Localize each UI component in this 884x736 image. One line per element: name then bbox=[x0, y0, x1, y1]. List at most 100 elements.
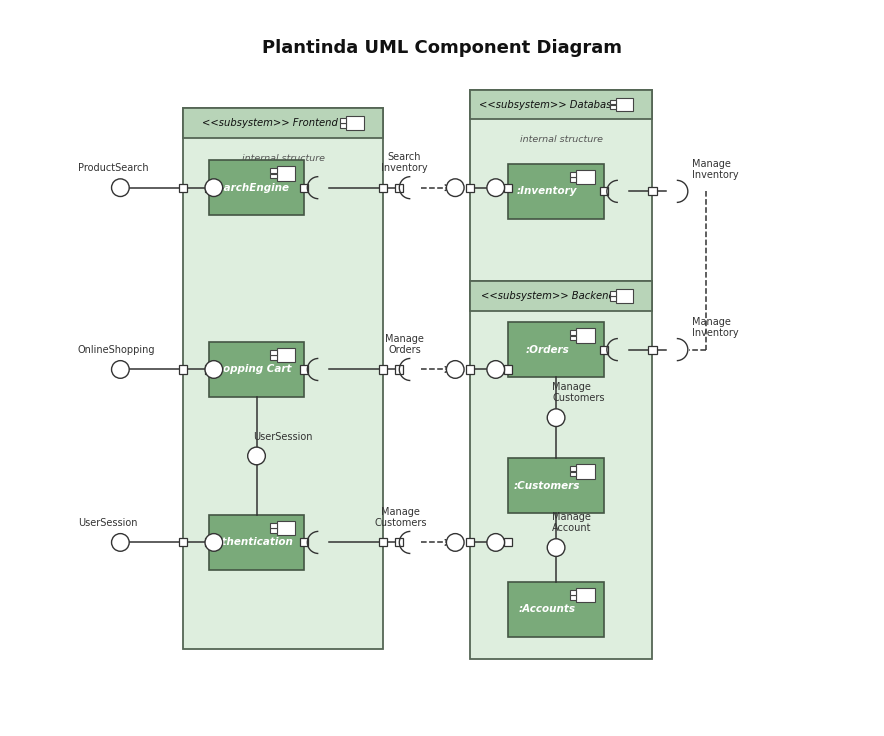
Text: internal structure: internal structure bbox=[241, 154, 324, 163]
Text: Plantinda UML Component Diagram: Plantinda UML Component Diagram bbox=[262, 39, 622, 57]
Bar bbox=[569, 590, 576, 595]
Text: Manage
Inventory: Manage Inventory bbox=[691, 316, 738, 339]
Bar bbox=[379, 539, 387, 546]
Bar bbox=[508, 581, 604, 637]
Bar bbox=[395, 539, 403, 546]
Bar bbox=[470, 90, 652, 294]
Bar bbox=[569, 472, 576, 476]
Bar bbox=[271, 350, 277, 355]
Bar bbox=[609, 105, 616, 109]
Text: UserSession: UserSession bbox=[78, 518, 137, 528]
Circle shape bbox=[487, 534, 505, 551]
Circle shape bbox=[446, 534, 464, 551]
Bar bbox=[271, 174, 277, 178]
Circle shape bbox=[111, 179, 129, 197]
Text: OnlineShopping: OnlineShopping bbox=[78, 345, 156, 355]
Bar bbox=[508, 322, 604, 377]
Bar bbox=[466, 539, 474, 546]
Circle shape bbox=[446, 361, 464, 378]
Text: ProductSearch: ProductSearch bbox=[78, 163, 149, 174]
Text: Manage
Customers: Manage Customers bbox=[375, 506, 427, 528]
Bar bbox=[271, 523, 277, 528]
Bar bbox=[504, 183, 513, 191]
Text: :Inventory: :Inventory bbox=[517, 186, 577, 197]
Bar bbox=[508, 458, 604, 514]
Bar bbox=[179, 183, 187, 191]
Bar bbox=[609, 291, 616, 296]
Bar bbox=[649, 188, 657, 196]
Bar bbox=[576, 170, 595, 184]
Bar bbox=[277, 521, 295, 535]
Bar bbox=[179, 539, 187, 546]
Bar bbox=[616, 98, 633, 111]
Circle shape bbox=[111, 361, 129, 378]
Bar bbox=[209, 515, 304, 570]
Bar bbox=[508, 164, 604, 219]
Bar bbox=[470, 90, 652, 119]
Text: Manage
Customers: Manage Customers bbox=[552, 382, 605, 403]
Circle shape bbox=[205, 534, 223, 551]
Bar bbox=[600, 345, 608, 353]
Bar bbox=[271, 355, 277, 360]
Text: :Shopping Cart: :Shopping Cart bbox=[204, 364, 292, 375]
Bar bbox=[204, 366, 213, 374]
Bar bbox=[271, 528, 277, 533]
Bar bbox=[649, 345, 657, 353]
Text: Manage
Orders: Manage Orders bbox=[385, 333, 424, 355]
Text: <<subsystem>> Backend: <<subsystem>> Backend bbox=[481, 291, 615, 301]
Bar bbox=[576, 588, 595, 602]
Text: UserSession: UserSession bbox=[253, 432, 312, 442]
Bar bbox=[569, 595, 576, 600]
Bar bbox=[379, 366, 387, 374]
Text: :Orders: :Orders bbox=[525, 344, 569, 355]
Text: :SearchEngine: :SearchEngine bbox=[206, 183, 290, 193]
Bar bbox=[271, 169, 277, 173]
Bar bbox=[340, 123, 347, 127]
Bar bbox=[569, 336, 576, 340]
Bar bbox=[301, 539, 309, 546]
Text: :Authentication: :Authentication bbox=[202, 537, 293, 548]
Circle shape bbox=[547, 408, 565, 426]
Bar bbox=[466, 183, 474, 191]
Bar bbox=[395, 366, 403, 374]
Text: :Customers: :Customers bbox=[514, 481, 581, 491]
Bar bbox=[301, 183, 309, 191]
Bar bbox=[569, 330, 576, 335]
Bar bbox=[183, 108, 383, 138]
Text: Manage
Inventory: Manage Inventory bbox=[691, 158, 738, 180]
Circle shape bbox=[205, 361, 223, 378]
Text: <<subsystem>> Frontend: <<subsystem>> Frontend bbox=[202, 118, 338, 128]
Text: internal structure: internal structure bbox=[520, 327, 603, 336]
Bar bbox=[395, 183, 403, 191]
Bar bbox=[600, 188, 608, 196]
Bar bbox=[569, 172, 576, 177]
Bar bbox=[209, 160, 304, 215]
Circle shape bbox=[111, 534, 129, 551]
Circle shape bbox=[446, 179, 464, 197]
Text: internal structure: internal structure bbox=[520, 135, 603, 144]
Bar bbox=[347, 116, 364, 130]
Circle shape bbox=[547, 539, 565, 556]
Bar bbox=[609, 296, 616, 300]
Bar bbox=[179, 366, 187, 374]
Text: Search
Inventory: Search Inventory bbox=[381, 152, 428, 174]
Bar bbox=[470, 281, 652, 311]
Circle shape bbox=[487, 361, 505, 378]
Text: <<subsystem>> Database: <<subsystem>> Database bbox=[479, 99, 617, 110]
Bar bbox=[576, 328, 595, 342]
Bar bbox=[616, 289, 633, 302]
Circle shape bbox=[205, 179, 223, 197]
Circle shape bbox=[248, 447, 265, 465]
Text: :Accounts: :Accounts bbox=[519, 604, 575, 615]
Bar bbox=[379, 183, 387, 191]
Bar bbox=[576, 464, 595, 478]
Bar bbox=[204, 539, 213, 546]
Bar bbox=[301, 366, 309, 374]
Bar bbox=[340, 118, 347, 123]
Bar bbox=[277, 348, 295, 362]
Bar bbox=[183, 108, 383, 649]
Bar bbox=[466, 366, 474, 374]
Bar bbox=[209, 342, 304, 397]
Bar bbox=[569, 177, 576, 182]
Circle shape bbox=[487, 179, 505, 197]
